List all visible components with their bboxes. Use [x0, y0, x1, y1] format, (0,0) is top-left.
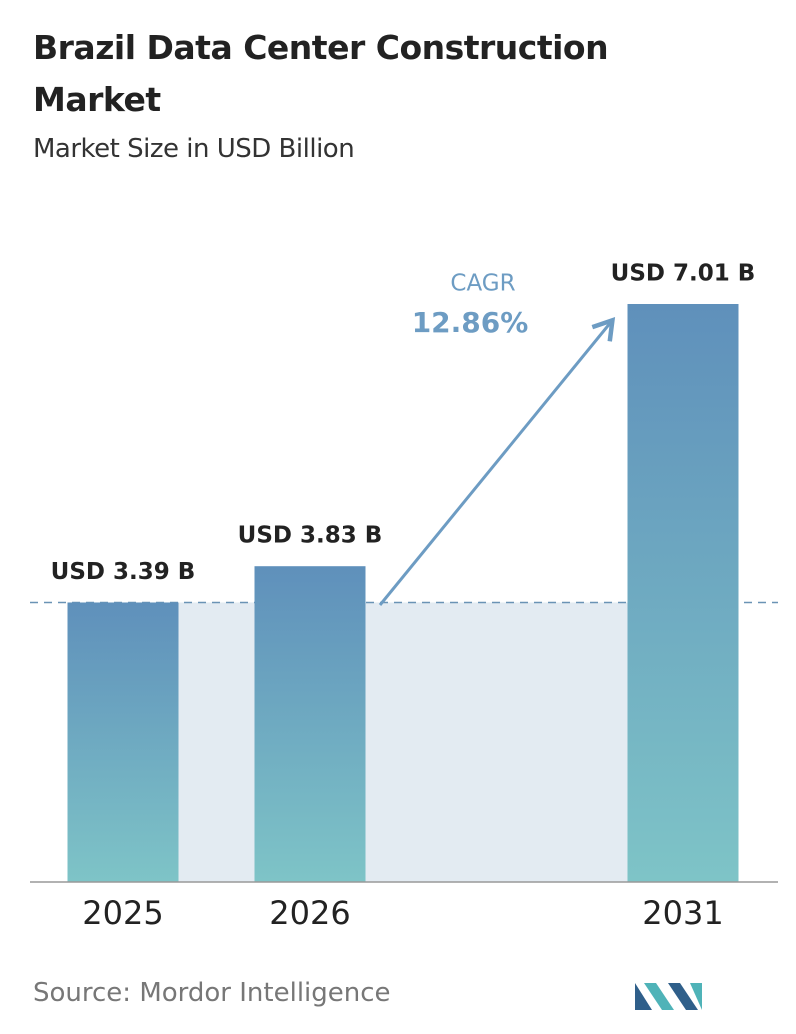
- logo-shape: [644, 983, 674, 1010]
- cagr-value: 12.86%: [412, 306, 529, 339]
- chart-title: Brazil Data Center Construction Market: [33, 28, 609, 119]
- chart: USD 3.39 B 2025 USD 3.83 B 2026 USD 7.01 B 20…: [30, 261, 778, 932]
- x-tick-label: 2031: [642, 894, 723, 932]
- logo-shape: [668, 983, 698, 1010]
- logo: [635, 983, 702, 1010]
- bar: [67, 602, 179, 882]
- value-label: USD 7.01 B: [611, 261, 756, 287]
- source: Source: Mordor Intelligence: [33, 978, 391, 1008]
- logo-shape: [690, 983, 702, 1010]
- bar: [254, 566, 366, 882]
- value-label: USD 3.83 B: [238, 523, 383, 549]
- reference-band: [178, 602, 628, 882]
- logo-shape: [635, 983, 652, 1010]
- value-label: USD 3.39 B: [51, 559, 196, 585]
- cagr-label: CAGR: [450, 271, 515, 297]
- chart-subtitle: Market Size in USD Billion: [33, 134, 355, 164]
- bar: [627, 304, 739, 882]
- x-tick-label: 2026: [269, 894, 350, 932]
- cagr-arrow: [378, 316, 616, 606]
- x-tick-label: 2025: [82, 894, 163, 932]
